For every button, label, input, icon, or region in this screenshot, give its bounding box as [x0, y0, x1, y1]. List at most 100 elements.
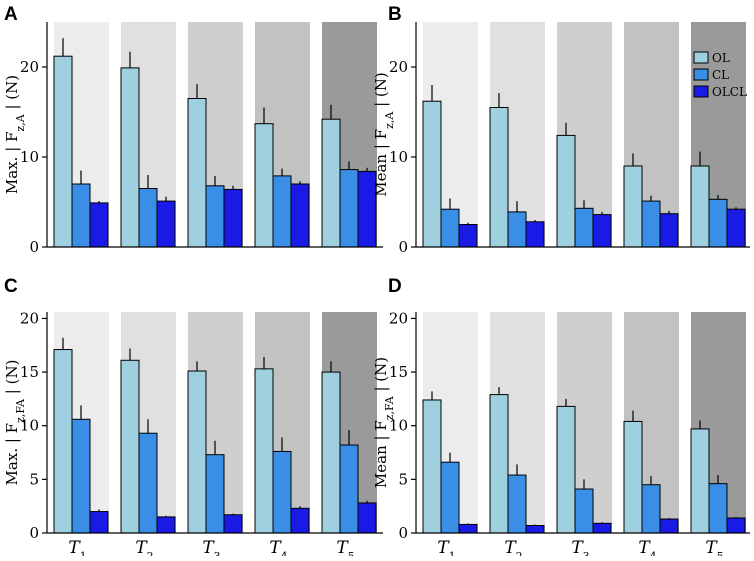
- x-tick-base: T: [135, 538, 148, 556]
- bar-olcl-t4: [659, 518, 679, 534]
- bar-cl-t1: [440, 208, 460, 248]
- x-tick-label-t3: T3: [202, 538, 220, 556]
- legend-label-cl: CL: [712, 68, 729, 82]
- y-tick-label: 0: [29, 238, 39, 256]
- bar-cl-t3: [574, 207, 594, 248]
- bar-cl-t1: [440, 461, 460, 534]
- x-tick-base: T: [638, 538, 651, 556]
- legend-label-olcl: OLCL: [712, 85, 747, 99]
- x-tick-base: T: [68, 538, 81, 556]
- y-tick-label: 0: [29, 524, 39, 542]
- y-tick-label: 10: [20, 417, 39, 435]
- x-tick-label-t5: T5: [705, 538, 723, 556]
- bar-ol-t3: [187, 370, 207, 534]
- bar-olcl-t3: [223, 188, 243, 248]
- y-label-unit: | (N): [3, 360, 21, 399]
- bar-cl-t1: [71, 418, 91, 534]
- x-tick-subscript: 4: [281, 550, 288, 557]
- bar-olcl-t5: [357, 502, 377, 534]
- legend-swatch-cl: [693, 68, 709, 81]
- bar-olcl-t1: [89, 511, 109, 534]
- bar-cl-t4: [272, 175, 292, 248]
- bar-cl-t2: [138, 188, 158, 248]
- y-label-main: Max. | F: [3, 423, 21, 486]
- x-tick-base: T: [437, 538, 450, 556]
- y-label-subscript: z,A: [14, 113, 27, 131]
- x-tick-subscript: 1: [80, 550, 87, 557]
- legend-label-ol: OL: [712, 51, 730, 65]
- x-tick-base: T: [336, 538, 349, 556]
- bar-olcl-t5: [726, 517, 746, 534]
- bar-cl-t5: [339, 169, 359, 248]
- bar-ol-t4: [254, 123, 274, 248]
- bar-ol-t5: [321, 118, 341, 248]
- y-tick-label: 20: [389, 58, 408, 76]
- panel-letter: B: [388, 4, 402, 25]
- y-label-main: Mean | F: [372, 420, 390, 488]
- bar-ol-t4: [623, 420, 643, 534]
- y-tick-label: 15: [389, 363, 408, 381]
- bar-cl-t3: [205, 454, 225, 534]
- legend-swatch-ol: [693, 51, 709, 64]
- x-tick-subscript: 5: [717, 550, 724, 557]
- x-tick-base: T: [202, 538, 215, 556]
- y-label-unit: | (N): [372, 72, 390, 111]
- y-tick-label: 10: [389, 148, 408, 166]
- panel-letter: D: [388, 276, 402, 297]
- x-tick-label-t4: T4: [269, 538, 287, 556]
- bar-ol-t4: [254, 368, 274, 534]
- bar-ol-t3: [187, 98, 207, 248]
- panel-letter: C: [4, 276, 18, 297]
- bar-olcl-t3: [592, 214, 612, 248]
- bar-ol-t1: [53, 349, 73, 534]
- x-tick-label-t2: T2: [135, 538, 153, 556]
- y-axis-label: Max. | Fz,A | (N): [3, 75, 27, 194]
- bar-olcl-t1: [458, 523, 478, 534]
- x-tick-subscript: 5: [348, 550, 355, 557]
- bar-olcl-t2: [525, 221, 545, 248]
- y-tick-label: 10: [20, 148, 39, 166]
- y-tick-label: 0: [398, 524, 408, 542]
- x-tick-label-t1: T1: [437, 538, 455, 556]
- x-tick-label-t5: T5: [336, 538, 354, 556]
- bar-cl-t5: [339, 444, 359, 534]
- bar-olcl-t1: [89, 202, 109, 248]
- y-label-unit: | (N): [3, 75, 21, 114]
- x-tick-label-t3: T3: [571, 538, 589, 556]
- bar-olcl-t4: [659, 213, 679, 248]
- y-axis-label: Max. | Fz,FA | (N): [3, 360, 27, 486]
- bar-ol-t2: [489, 107, 509, 248]
- bar-olcl-t2: [525, 524, 545, 534]
- x-tick-base: T: [571, 538, 584, 556]
- y-tick-label: 15: [20, 363, 39, 381]
- bar-cl-t1: [71, 183, 91, 248]
- y-tick-label: 20: [20, 309, 39, 327]
- x-tick-subscript: 1: [449, 550, 456, 557]
- bar-ol-t5: [690, 428, 710, 534]
- y-label-main: Mean | F: [372, 129, 390, 197]
- y-label-subscript: z,FA: [14, 398, 27, 423]
- bar-olcl-t1: [458, 224, 478, 248]
- y-axis-label: Mean | Fz,FA | (N): [372, 357, 396, 488]
- x-tick-subscript: 2: [516, 550, 523, 557]
- bar-olcl-t2: [156, 516, 176, 534]
- panel-letter: A: [4, 4, 18, 25]
- y-tick-label: 0: [398, 238, 408, 256]
- bar-cl-t3: [205, 185, 225, 248]
- y-label-unit: | (N): [372, 357, 390, 396]
- bar-cl-t2: [138, 432, 158, 534]
- bar-olcl-t3: [592, 522, 612, 534]
- bar-olcl-t4: [290, 183, 310, 248]
- y-tick-label: 20: [389, 309, 408, 327]
- x-tick-label-t4: T4: [638, 538, 656, 556]
- y-label-subscript: z,FA: [383, 395, 396, 420]
- bar-cl-t5: [708, 483, 728, 534]
- bar-ol-t3: [556, 405, 576, 534]
- bar-cl-t4: [641, 484, 661, 534]
